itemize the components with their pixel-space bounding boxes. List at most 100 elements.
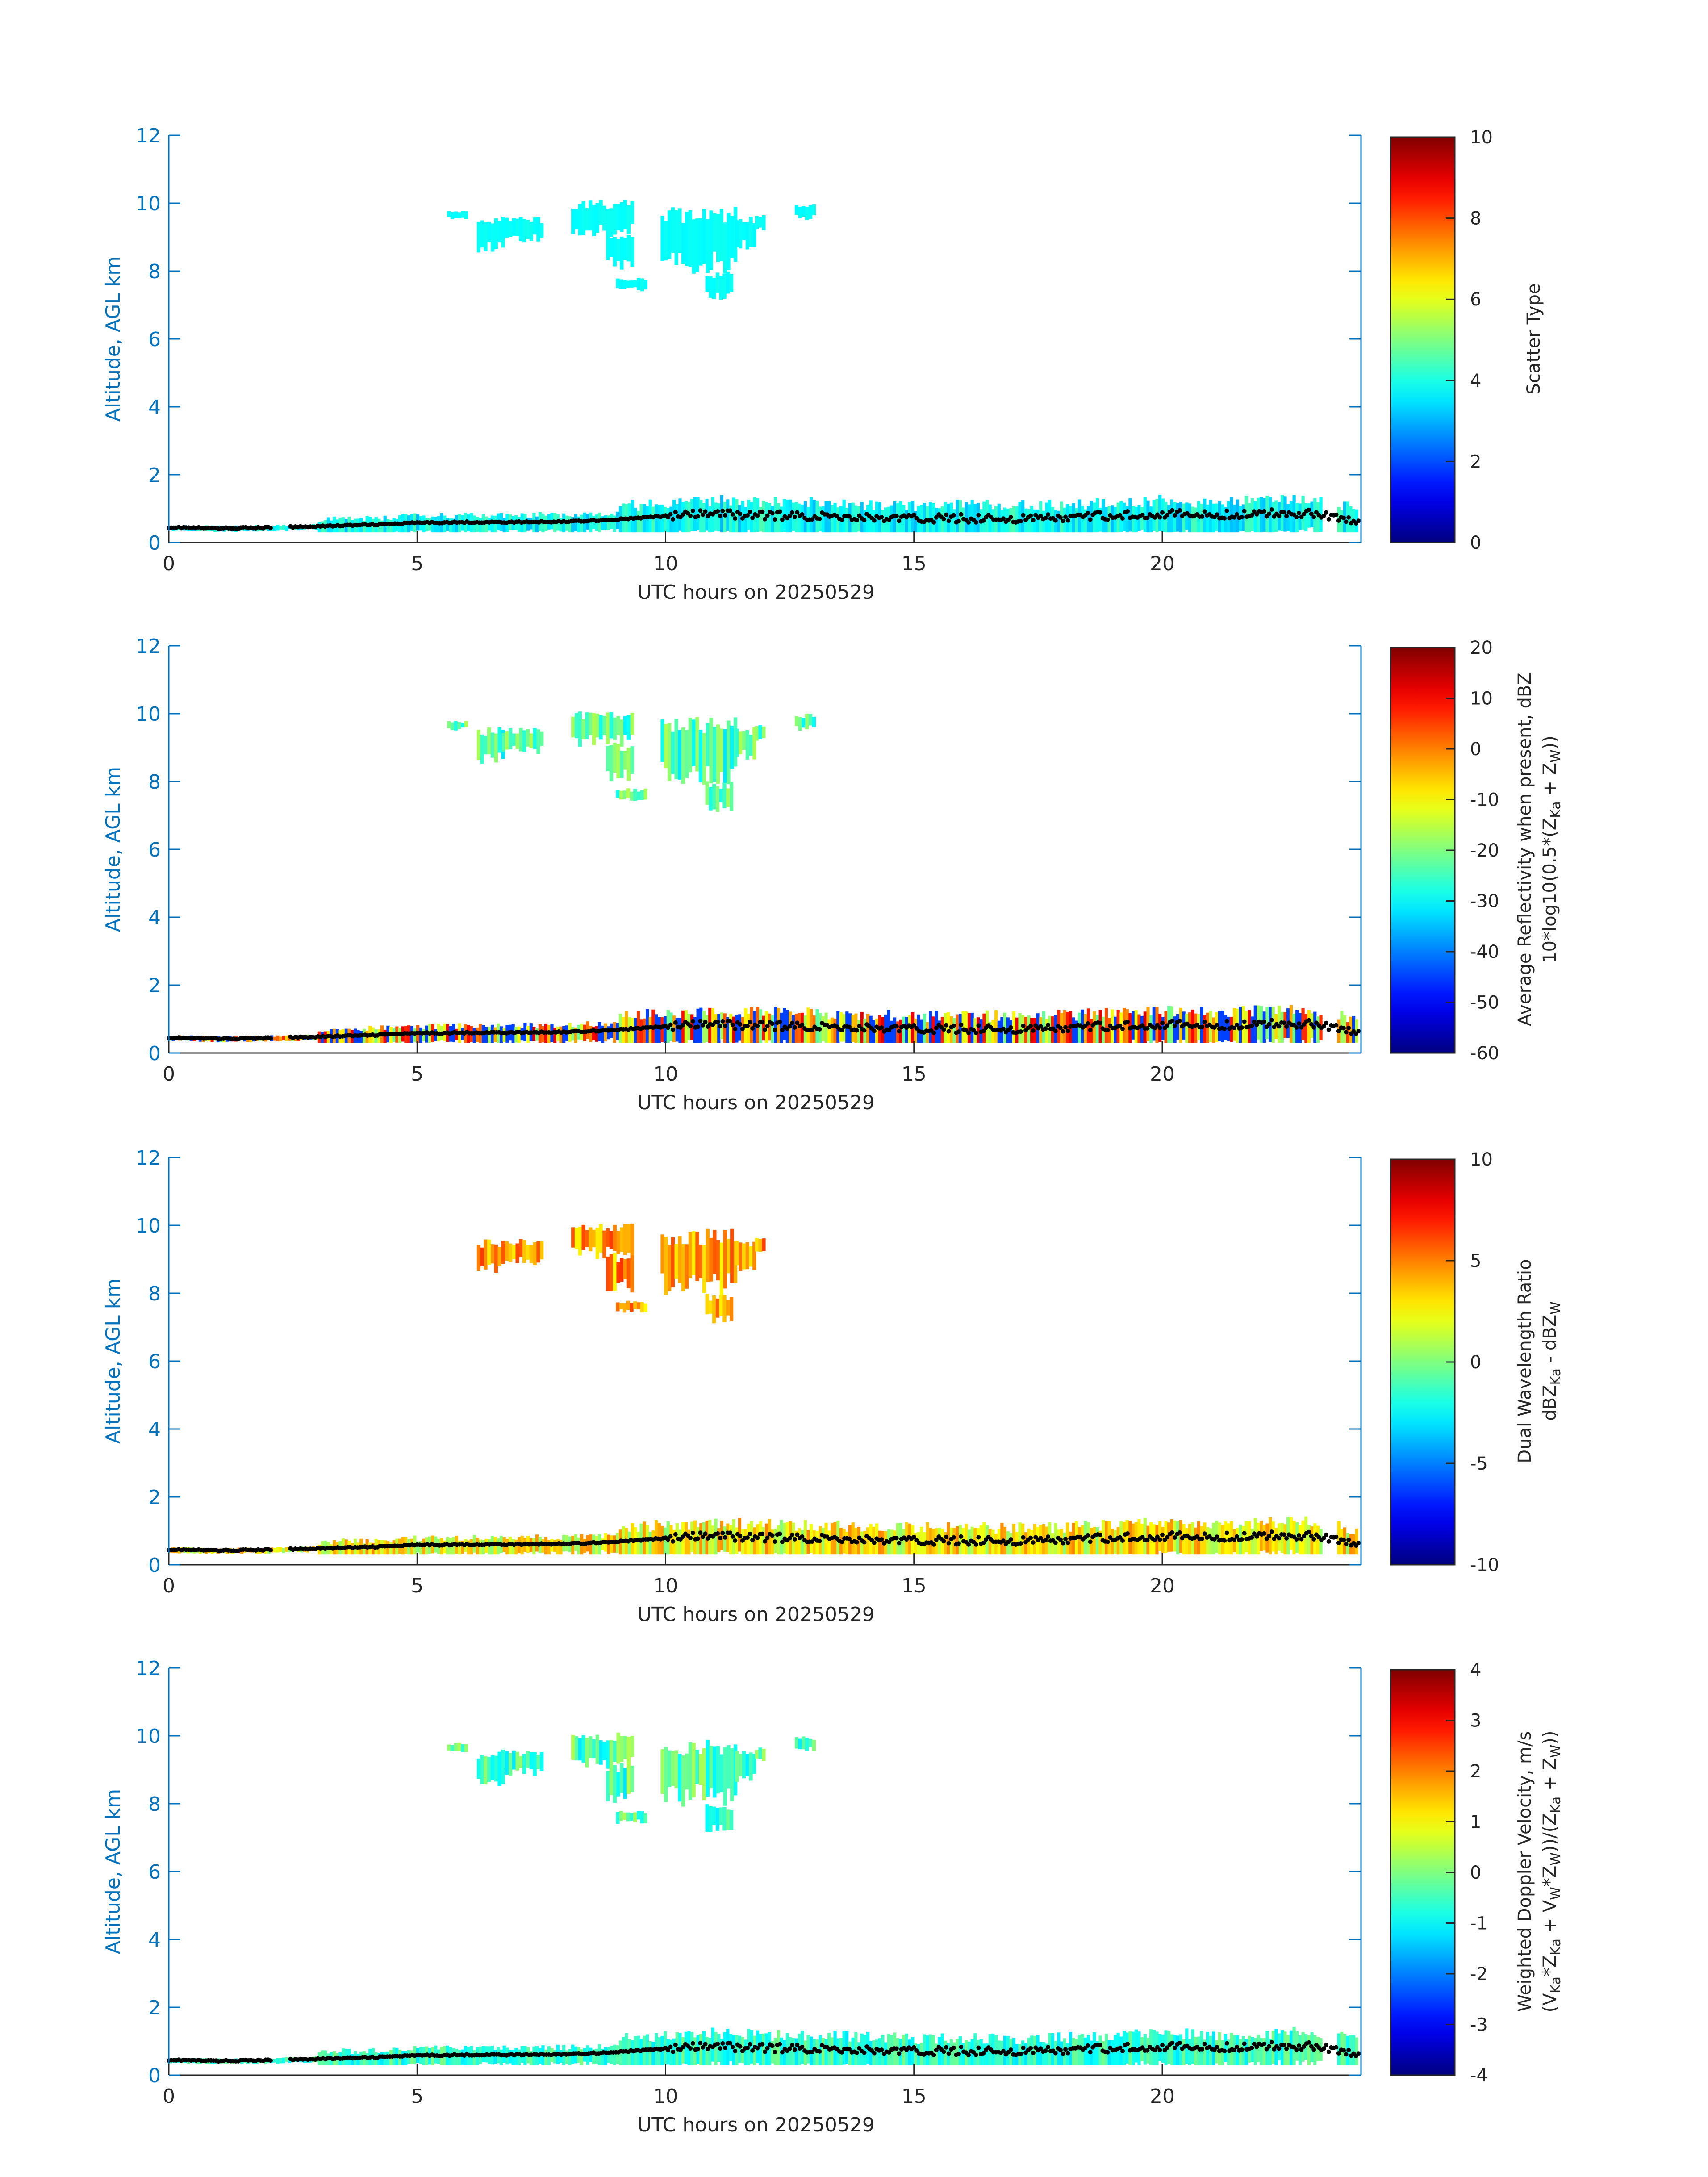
cloud-top-point [715, 1531, 720, 1536]
cloud-top-point [738, 511, 743, 516]
layer-column [696, 497, 700, 530]
cloud-top-point [879, 1025, 884, 1030]
cloud-column [519, 728, 523, 752]
cloud-top-point [1299, 514, 1304, 519]
cloud-top-point [1324, 1020, 1329, 1025]
cloud-column [633, 280, 637, 288]
cloud-top-point [787, 514, 792, 518]
cloud-top-point [695, 514, 700, 519]
layer-column [1009, 508, 1013, 533]
cloud-top-point [1031, 518, 1036, 522]
layer-column [1030, 2035, 1034, 2065]
y-tick-label: 4 [148, 396, 161, 419]
cloud-column [702, 1245, 706, 1293]
layer-column [461, 1540, 464, 1554]
cloud-column [599, 1224, 603, 1253]
cloud-column [730, 216, 734, 258]
cloud-top-point [1031, 2051, 1036, 2055]
layer-column [1077, 2034, 1082, 2065]
cloud-column [664, 1237, 668, 1295]
cloud-column [626, 1258, 631, 1288]
cloud-column [581, 1735, 585, 1763]
cloud-column [540, 731, 544, 746]
cloud-column [461, 1744, 465, 1752]
layer-column [821, 1016, 825, 1041]
cloud-column [515, 218, 519, 236]
y-axis-label: Altitude, AGL km [102, 1789, 125, 1954]
layer-column [646, 506, 649, 533]
cloud-column [484, 1239, 488, 1270]
layer-column [1310, 1526, 1314, 1555]
cloud-column [609, 1739, 614, 1770]
layer-column [1167, 505, 1171, 533]
layer-column [651, 1530, 655, 1555]
y-tick-label: 4 [148, 1929, 161, 1951]
colorbar-label-line-1: Weighted Doppler Velocity, m/s [1515, 1731, 1535, 2012]
cloud-column [464, 721, 468, 727]
cloud-top-point [941, 1539, 946, 1544]
layer-column [845, 507, 849, 533]
colorbar-label: Dual Wavelength Ratio dBZKa - dBZW [1515, 1259, 1564, 1463]
cloud-column [602, 205, 606, 231]
upper-cloud [447, 1732, 816, 1832]
cloud-top-point [1262, 2041, 1267, 2046]
layer-column [931, 2035, 935, 2065]
cloud-column [497, 221, 501, 243]
cloud-top-point [862, 2050, 867, 2055]
cloud-top-point [777, 2042, 782, 2047]
layer-column [863, 2035, 867, 2065]
layer-column [1253, 2038, 1257, 2065]
layer-column [657, 1017, 661, 1043]
cloud-column [505, 217, 509, 238]
layer-column [1125, 506, 1129, 533]
layer-column [750, 2030, 753, 2064]
y-tick-label: 0 [148, 1042, 161, 1065]
layer-column [631, 500, 634, 533]
cloud-column [490, 223, 495, 252]
cloud-top-point [1028, 1535, 1033, 1540]
x-tick-label: 10 [653, 2085, 678, 2108]
cloud-top-point [1172, 1024, 1177, 1028]
layer-column [810, 497, 813, 533]
cloud-top-point [1296, 1533, 1301, 1538]
layer-column [830, 505, 834, 533]
cloud-column [454, 721, 458, 731]
layer-column [949, 2039, 953, 2065]
cloud-column [640, 790, 644, 800]
cloud-column [812, 204, 816, 215]
cloud-top-point [1341, 2048, 1346, 2053]
layer-column [857, 506, 861, 532]
x-tick-label: 10 [653, 552, 678, 575]
layer-column [1203, 1522, 1207, 1555]
cloud-top-point [730, 1534, 735, 1539]
cloud-top-point [1269, 2040, 1274, 2045]
cloud-column [494, 733, 498, 763]
layer-column [717, 1528, 721, 1552]
layer-column [1218, 2032, 1221, 2065]
cloud-column [802, 206, 806, 217]
cloud-column [497, 1246, 501, 1266]
layer-column [613, 515, 616, 532]
layer-column [1179, 1520, 1182, 1553]
cloud-top-point [931, 2052, 936, 2057]
layer-column [276, 525, 280, 531]
cloud-top-point [959, 1022, 964, 1027]
cloud-top-point [1008, 1025, 1013, 1030]
cloud-column [709, 1806, 713, 1832]
cloud-top-point [879, 515, 884, 520]
cloud-top-point [1140, 1535, 1145, 1540]
y-tick-label: 6 [148, 839, 161, 861]
cloud-top-point [723, 1535, 727, 1540]
layer-column [529, 2051, 533, 2065]
cloud-top-point [911, 2045, 916, 2050]
cloud-column [589, 1736, 593, 1758]
layer-column [273, 1548, 276, 1553]
layer-column [1090, 501, 1093, 533]
cloud-top-point [1157, 1537, 1162, 1542]
x-tick-label: 20 [1150, 2085, 1175, 2108]
layer-column [914, 2043, 917, 2065]
layer-column [273, 526, 276, 531]
cloud-top-point [681, 2045, 685, 2050]
cloud-column [571, 716, 575, 738]
